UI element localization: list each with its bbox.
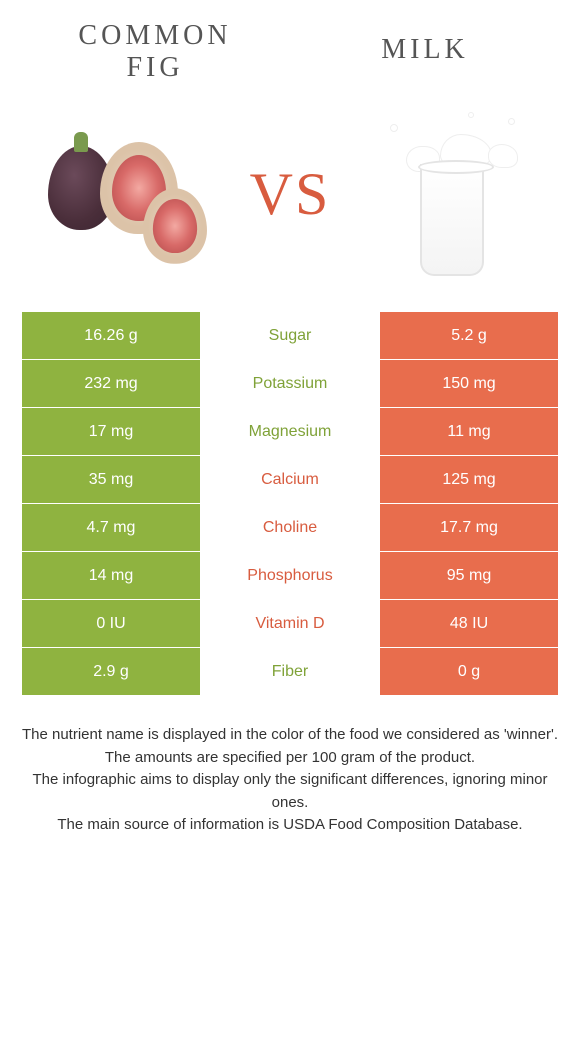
cell-milk-value: 0 g xyxy=(380,648,558,695)
cell-milk-value: 5.2 g xyxy=(380,312,558,359)
cell-fig-value: 17 mg xyxy=(22,408,200,455)
cell-milk-value: 95 mg xyxy=(380,552,558,599)
vs-label: VS xyxy=(250,160,331,229)
table-row: 17 mgMagnesium11 mg xyxy=(22,408,558,456)
cell-nutrient-label: Choline xyxy=(200,504,380,551)
footer-line-4: The main source of information is USDA F… xyxy=(20,814,560,837)
nutrient-table: 16.26 gSugar5.2 g232 mgPotassium150 mg17… xyxy=(22,312,558,696)
table-row: 0 IUVitamin D48 IU xyxy=(22,600,558,648)
cell-fig-value: 2.9 g xyxy=(22,648,200,695)
cell-nutrient-label: Sugar xyxy=(200,312,380,359)
cell-nutrient-label: Magnesium xyxy=(200,408,380,455)
footer-line-2: The amounts are specified per 100 gram o… xyxy=(20,747,560,770)
fig-image xyxy=(40,104,220,284)
cell-fig-value: 232 mg xyxy=(22,360,200,407)
table-row: 2.9 gFiber0 g xyxy=(22,648,558,696)
table-row: 35 mgCalcium125 mg xyxy=(22,456,558,504)
cell-fig-value: 16.26 g xyxy=(22,312,200,359)
cell-milk-value: 48 IU xyxy=(380,600,558,647)
title-fig-line2: FIG xyxy=(60,52,250,84)
table-row: 4.7 mgCholine17.7 mg xyxy=(22,504,558,552)
cell-nutrient-label: Fiber xyxy=(200,648,380,695)
table-row: 14 mgPhosphorus95 mg xyxy=(22,552,558,600)
image-row: VS xyxy=(0,84,580,312)
cell-nutrient-label: Calcium xyxy=(200,456,380,503)
title-fig-line1: COMMON xyxy=(60,20,250,52)
cell-fig-value: 14 mg xyxy=(22,552,200,599)
header: COMMON FIG MILK xyxy=(0,0,580,84)
table-row: 232 mgPotassium150 mg xyxy=(22,360,558,408)
cell-fig-value: 4.7 mg xyxy=(22,504,200,551)
footer-notes: The nutrient name is displayed in the co… xyxy=(0,696,580,837)
cell-milk-value: 125 mg xyxy=(380,456,558,503)
cell-nutrient-label: Potassium xyxy=(200,360,380,407)
cell-milk-value: 17.7 mg xyxy=(380,504,558,551)
cell-nutrient-label: Phosphorus xyxy=(200,552,380,599)
cell-fig-value: 35 mg xyxy=(22,456,200,503)
footer-line-1: The nutrient name is displayed in the co… xyxy=(20,724,560,747)
cell-milk-value: 150 mg xyxy=(380,360,558,407)
cell-milk-value: 11 mg xyxy=(380,408,558,455)
cell-nutrient-label: Vitamin D xyxy=(200,600,380,647)
footer-line-3: The infographic aims to display only the… xyxy=(20,769,560,814)
title-fig: COMMON FIG xyxy=(60,20,250,84)
title-milk: MILK xyxy=(330,20,520,66)
table-row: 16.26 gSugar5.2 g xyxy=(22,312,558,360)
milk-image xyxy=(360,104,540,284)
cell-fig-value: 0 IU xyxy=(22,600,200,647)
